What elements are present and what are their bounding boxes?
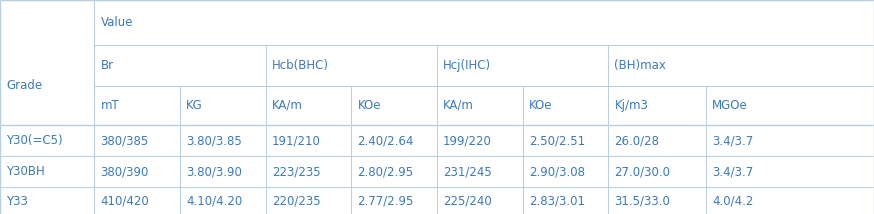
Text: 31.5/33.0: 31.5/33.0: [614, 195, 670, 208]
Text: 2.80/2.95: 2.80/2.95: [357, 165, 413, 178]
Text: 27.0/30.0: 27.0/30.0: [614, 165, 670, 178]
Text: MGOe: MGOe: [712, 99, 748, 112]
Text: 26.0/28: 26.0/28: [614, 134, 659, 147]
Text: 410/420: 410/420: [101, 195, 149, 208]
Text: 4.0/4.2: 4.0/4.2: [712, 195, 753, 208]
Text: 3.4/3.7: 3.4/3.7: [712, 134, 753, 147]
Text: 3.80/3.90: 3.80/3.90: [186, 165, 242, 178]
Text: Hcj(IHC): Hcj(IHC): [443, 59, 491, 72]
Text: 3.80/3.85: 3.80/3.85: [186, 134, 242, 147]
Text: 3.4/3.7: 3.4/3.7: [712, 165, 753, 178]
Text: 2.50/2.51: 2.50/2.51: [529, 134, 585, 147]
Text: KA/m: KA/m: [272, 99, 302, 112]
Text: 199/220: 199/220: [443, 134, 492, 147]
Text: Y30BH: Y30BH: [6, 165, 45, 178]
Text: 380/390: 380/390: [101, 165, 149, 178]
Text: Y30(=C5): Y30(=C5): [6, 134, 63, 147]
Text: Y33: Y33: [6, 195, 28, 208]
Text: KOe: KOe: [357, 99, 381, 112]
Text: 2.83/3.01: 2.83/3.01: [529, 195, 585, 208]
Text: 223/235: 223/235: [272, 165, 321, 178]
Text: 4.10/4.20: 4.10/4.20: [186, 195, 242, 208]
Text: 231/245: 231/245: [443, 165, 492, 178]
Text: 2.40/2.64: 2.40/2.64: [357, 134, 414, 147]
Text: 2.90/3.08: 2.90/3.08: [529, 165, 585, 178]
Text: KA/m: KA/m: [443, 99, 474, 112]
Text: (BH)max: (BH)max: [614, 59, 666, 72]
Text: 220/235: 220/235: [272, 195, 321, 208]
Text: 2.77/2.95: 2.77/2.95: [357, 195, 414, 208]
Text: KOe: KOe: [529, 99, 552, 112]
Text: Kj/m3: Kj/m3: [614, 99, 649, 112]
Text: Hcb(BHC): Hcb(BHC): [272, 59, 329, 72]
Text: 225/240: 225/240: [443, 195, 492, 208]
Text: Value: Value: [101, 16, 133, 29]
Text: Grade: Grade: [6, 79, 42, 92]
Text: mT: mT: [101, 99, 119, 112]
Text: 191/210: 191/210: [272, 134, 321, 147]
Text: 380/385: 380/385: [101, 134, 149, 147]
Text: Br: Br: [101, 59, 114, 72]
Text: KG: KG: [186, 99, 203, 112]
